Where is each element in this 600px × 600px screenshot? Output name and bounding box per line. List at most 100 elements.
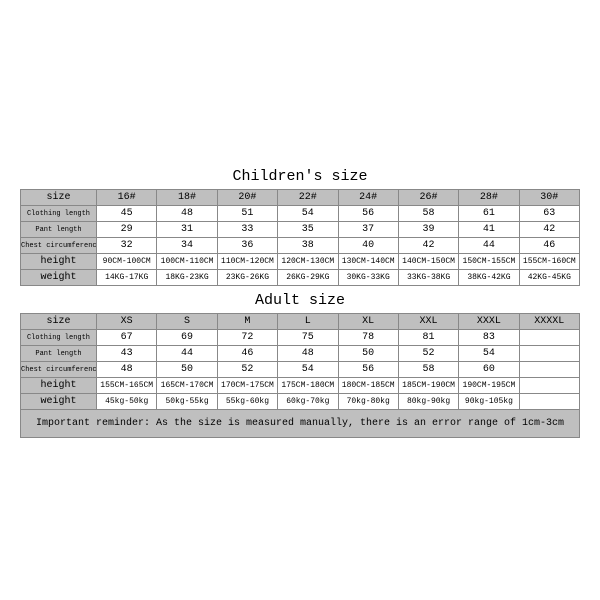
adult-size-header: XXXL bbox=[459, 314, 519, 330]
children-header-label: size bbox=[21, 190, 97, 206]
children-cell: 100CM-110CM bbox=[157, 254, 217, 270]
adult-cell: 44 bbox=[157, 346, 217, 362]
children-cell: 33 bbox=[217, 222, 277, 238]
adult-cell bbox=[519, 330, 579, 346]
children-size-header: 28# bbox=[459, 190, 519, 206]
adult-cell: 155CM-165CM bbox=[97, 378, 157, 394]
adult-cell: 70kg-80kg bbox=[338, 394, 398, 410]
adult-size-header: XXL bbox=[398, 314, 458, 330]
adult-cell: 52 bbox=[398, 346, 458, 362]
adult-cell: 45kg-50kg bbox=[97, 394, 157, 410]
adult-row-label: weight bbox=[21, 394, 97, 410]
adult-cell: 55kg-60kg bbox=[217, 394, 277, 410]
children-cell: 38 bbox=[278, 238, 338, 254]
children-row-label: Pant length bbox=[21, 222, 97, 238]
children-cell: 42 bbox=[398, 238, 458, 254]
children-size-header: 26# bbox=[398, 190, 458, 206]
adult-size-header: XL bbox=[338, 314, 398, 330]
children-cell: 140CM-150CM bbox=[398, 254, 458, 270]
adult-cell: 190CM-195CM bbox=[459, 378, 519, 394]
adult-size-header: L bbox=[278, 314, 338, 330]
adult-cell: 90kg-105kg bbox=[459, 394, 519, 410]
adult-cell bbox=[519, 346, 579, 362]
children-size-header: 24# bbox=[338, 190, 398, 206]
adult-size-table: sizeXSSMLXLXXLXXXLXXXXLClothing length67… bbox=[20, 313, 580, 410]
adult-cell: 60 bbox=[459, 362, 519, 378]
children-cell: 42 bbox=[519, 222, 579, 238]
adult-cell: 175CM-180CM bbox=[278, 378, 338, 394]
children-cell: 90CM-100CM bbox=[97, 254, 157, 270]
children-cell: 63 bbox=[519, 206, 579, 222]
adult-cell: 60kg-70kg bbox=[278, 394, 338, 410]
children-cell: 150CM-155CM bbox=[459, 254, 519, 270]
children-cell: 54 bbox=[278, 206, 338, 222]
adult-cell: 170CM-175CM bbox=[217, 378, 277, 394]
adult-cell bbox=[519, 362, 579, 378]
adult-cell: 46 bbox=[217, 346, 277, 362]
adult-cell: 50 bbox=[157, 362, 217, 378]
adult-size-header: M bbox=[217, 314, 277, 330]
adult-row-label: Clothing length bbox=[21, 330, 97, 346]
adult-cell: 185CM-190CM bbox=[398, 378, 458, 394]
adult-cell: 54 bbox=[278, 362, 338, 378]
adult-cell: 56 bbox=[338, 362, 398, 378]
children-cell: 58 bbox=[398, 206, 458, 222]
children-row-label: Clothing length bbox=[21, 206, 97, 222]
adult-size-header: XS bbox=[97, 314, 157, 330]
children-row-label: Chest circumference 1/2 bbox=[21, 238, 97, 254]
children-cell: 30KG-33KG bbox=[338, 270, 398, 286]
children-cell: 35 bbox=[278, 222, 338, 238]
children-cell: 110CM-120CM bbox=[217, 254, 277, 270]
children-cell: 14KG-17KG bbox=[97, 270, 157, 286]
children-cell: 36 bbox=[217, 238, 277, 254]
adult-cell bbox=[519, 378, 579, 394]
reminder-note: Important reminder: As the size is measu… bbox=[20, 410, 580, 438]
adult-size-header: XXXXL bbox=[519, 314, 579, 330]
children-row-label: weight bbox=[21, 270, 97, 286]
children-size-header: 16# bbox=[97, 190, 157, 206]
children-cell: 29 bbox=[97, 222, 157, 238]
adult-cell: 80kg-90kg bbox=[398, 394, 458, 410]
children-cell: 38KG-42KG bbox=[459, 270, 519, 286]
adult-title: Adult size bbox=[0, 292, 600, 309]
adult-cell: 43 bbox=[97, 346, 157, 362]
adult-header-label: size bbox=[21, 314, 97, 330]
adult-cell: 50kg-55kg bbox=[157, 394, 217, 410]
children-cell: 26KG-29KG bbox=[278, 270, 338, 286]
adult-cell: 48 bbox=[97, 362, 157, 378]
adult-cell: 165CM-170CM bbox=[157, 378, 217, 394]
children-cell: 44 bbox=[459, 238, 519, 254]
children-size-table: size16#18#20#22#24#26#28#30# Clothing len… bbox=[20, 189, 580, 286]
adult-cell bbox=[519, 394, 579, 410]
adult-row-label: Pant length bbox=[21, 346, 97, 362]
adult-cell: 78 bbox=[338, 330, 398, 346]
children-size-header: 30# bbox=[519, 190, 579, 206]
adult-cell: 52 bbox=[217, 362, 277, 378]
children-cell: 155CM-160CM bbox=[519, 254, 579, 270]
children-cell: 18KG-23KG bbox=[157, 270, 217, 286]
adult-cell: 69 bbox=[157, 330, 217, 346]
adult-cell: 58 bbox=[398, 362, 458, 378]
children-cell: 32 bbox=[97, 238, 157, 254]
children-cell: 39 bbox=[398, 222, 458, 238]
children-size-header: 18# bbox=[157, 190, 217, 206]
children-row-label: height bbox=[21, 254, 97, 270]
adult-cell: 75 bbox=[278, 330, 338, 346]
children-title: Children's size bbox=[0, 168, 600, 185]
adult-cell: 180CM-185CM bbox=[338, 378, 398, 394]
children-size-header: 22# bbox=[278, 190, 338, 206]
adult-cell: 67 bbox=[97, 330, 157, 346]
adult-row-label: height bbox=[21, 378, 97, 394]
children-size-header: 20# bbox=[217, 190, 277, 206]
children-cell: 130CM-140CM bbox=[338, 254, 398, 270]
children-cell: 41 bbox=[459, 222, 519, 238]
children-cell: 56 bbox=[338, 206, 398, 222]
adult-cell: 54 bbox=[459, 346, 519, 362]
children-cell: 61 bbox=[459, 206, 519, 222]
children-cell: 120CM-130CM bbox=[278, 254, 338, 270]
children-cell: 46 bbox=[519, 238, 579, 254]
children-cell: 48 bbox=[157, 206, 217, 222]
children-cell: 45 bbox=[97, 206, 157, 222]
children-cell: 31 bbox=[157, 222, 217, 238]
adult-cell: 72 bbox=[217, 330, 277, 346]
